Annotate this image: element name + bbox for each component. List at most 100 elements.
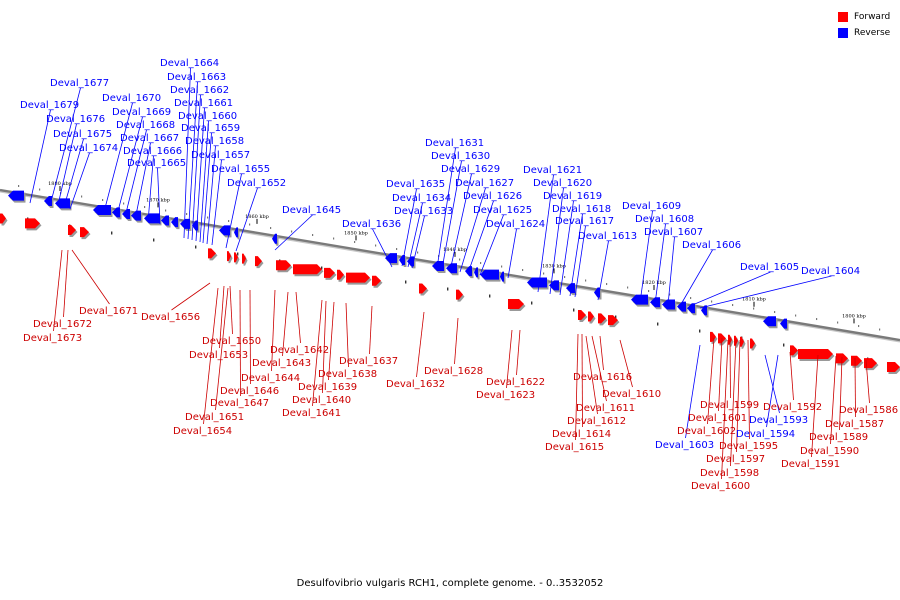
reverse-gene-arrow	[44, 196, 52, 207]
leader-line	[507, 228, 517, 279]
minor-tick	[501, 265, 503, 268]
minor-tick	[480, 262, 482, 265]
gene-label-deval-1664: Deval_1664	[160, 58, 219, 69]
figure-caption: Desulfovibrio vulgaris RCH1, complete ge…	[296, 578, 604, 589]
gene-label-deval-1676: Deval_1676	[46, 114, 105, 125]
gene-label-deval-1629: Deval_1629	[441, 164, 500, 175]
gene-label-deval-1633: Deval_1633	[394, 206, 453, 217]
legend-reverse: Reverse	[838, 25, 890, 41]
reverse-gene-arrow	[500, 271, 504, 282]
leader-line	[211, 159, 222, 246]
gene-label-deval-1641: Deval_1641	[282, 408, 341, 419]
leader-line	[134, 142, 151, 221]
reverse-gene-arrow	[631, 294, 648, 305]
forward-gene-arrow	[25, 218, 40, 229]
leader-line	[282, 291, 289, 357]
forward-gene-arrow	[68, 225, 76, 236]
reverse-gene-arrow	[93, 205, 111, 216]
gene-label-deval-1602: Deval_1602	[677, 426, 736, 437]
gene-label-deval-1652: Deval_1652	[227, 178, 286, 189]
minor-tick	[489, 294, 491, 298]
leader-line	[619, 339, 633, 388]
minor-tick	[153, 238, 155, 242]
leader-line	[203, 287, 219, 425]
leader-line	[157, 167, 161, 225]
gene-label-deval-1592: Deval_1592	[763, 402, 822, 413]
minor-tick	[699, 329, 701, 333]
leader-line	[736, 339, 741, 453]
forward-gene-arrow	[588, 311, 594, 322]
minor-tick	[333, 237, 335, 240]
forward-gene-arrow	[456, 289, 463, 300]
gene-label-deval-1644: Deval_1644	[241, 373, 300, 384]
gene-label-deval-1605: Deval_1605	[740, 262, 799, 273]
leader-line	[679, 249, 713, 307]
minor-tick	[711, 300, 713, 303]
gene-label-deval-1660: Deval_1660	[178, 111, 237, 122]
leader-line	[599, 335, 604, 371]
leader-line	[401, 188, 417, 267]
gene-label-deval-1607: Deval_1607	[644, 227, 703, 238]
gene-label-deval-1662: Deval_1662	[170, 85, 229, 96]
gene-label-deval-1622: Deval_1622	[486, 377, 545, 388]
legend-forward-label: Forward	[854, 12, 891, 22]
leader-line	[225, 173, 242, 249]
leader-line	[764, 354, 780, 414]
leader-line	[63, 138, 84, 208]
gene-label-deval-1634: Deval_1634	[392, 193, 451, 204]
leader-line	[229, 285, 233, 335]
leader-line	[202, 132, 212, 244]
reverse-gene-arrow	[161, 215, 169, 226]
minor-tick	[669, 293, 671, 296]
gene-label-deval-1665: Deval_1665	[127, 158, 186, 169]
leader-line	[516, 329, 521, 376]
minor-tick	[165, 209, 167, 212]
gene-label-deval-1603: Deval_1603	[655, 440, 714, 451]
minor-tick	[732, 304, 734, 307]
leader-line	[69, 152, 90, 210]
gene-label-deval-1615: Deval_1615	[545, 442, 604, 453]
minor-tick	[564, 276, 566, 279]
reverse-gene-arrow	[432, 261, 444, 272]
gene-label-deval-1645: Deval_1645	[282, 205, 341, 216]
minor-tick	[795, 314, 797, 317]
gene-label-deval-1595: Deval_1595	[719, 441, 778, 452]
reverse-gene-arrow	[446, 263, 457, 274]
gene-label-deval-1646: Deval_1646	[220, 386, 279, 397]
gene-label-deval-1637: Deval_1637	[339, 356, 398, 367]
gene-label-deval-1613: Deval_1613	[578, 231, 637, 242]
forward-gene-arrow	[293, 264, 322, 275]
leader-line	[789, 351, 794, 401]
leader-line	[411, 215, 425, 269]
reverse-gene-arrow	[272, 233, 277, 244]
gene-label-deval-1669: Deval_1669	[112, 107, 171, 118]
reverse-gene-arrow	[527, 277, 547, 288]
leader-line	[295, 291, 301, 344]
minor-tick	[774, 311, 776, 314]
gene-label-deval-1672: Deval_1672	[33, 319, 92, 330]
leader-line	[479, 214, 504, 276]
gene-label-deval-1647: Deval_1647	[210, 398, 269, 409]
gene-label-deval-1674: Deval_1674	[59, 143, 118, 154]
minor-tick	[690, 297, 692, 300]
reverse-gene-arrow	[474, 267, 478, 278]
leader-line	[63, 249, 69, 318]
forward-gene-arrow	[372, 275, 381, 286]
gene-label-deval-1620: Deval_1620	[533, 178, 592, 189]
minor-tick	[531, 301, 533, 305]
minor-tick	[447, 287, 449, 291]
leader-line	[312, 299, 323, 407]
gene-label-deval-1663: Deval_1663	[167, 72, 226, 83]
gene-label-deval-1600: Deval_1600	[691, 481, 750, 492]
leader-line	[239, 289, 241, 397]
minor-tick	[207, 216, 209, 219]
leader-line	[685, 344, 701, 439]
gene-label-deval-1623: Deval_1623	[476, 390, 535, 401]
minor-tick	[783, 343, 785, 347]
reverse-gene-arrow	[219, 225, 230, 236]
leader-line	[506, 329, 513, 389]
gene-label-deval-1653: Deval_1653	[189, 350, 248, 361]
leader-line	[195, 107, 205, 242]
reverse-gene-arrow	[662, 299, 675, 310]
